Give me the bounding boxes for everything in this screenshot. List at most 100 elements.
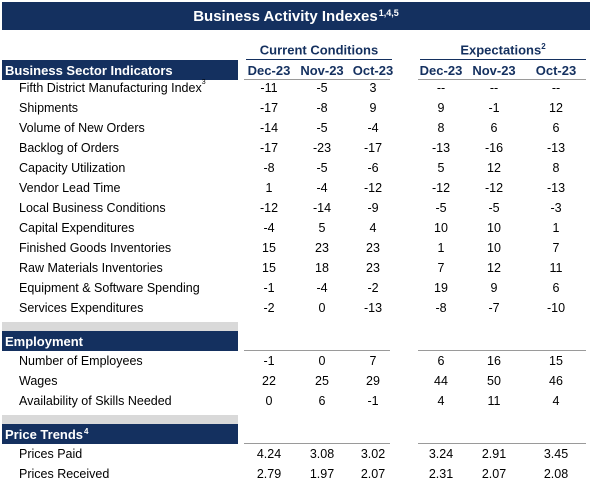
table-cell: -17 [363,141,383,155]
table-row: Equipment & Software Spending -1 -4 -2 19 9 6 [0,279,592,299]
row-label: Vendor Lead Time [19,181,120,195]
table-row: Availability of Skills Needed 0 6 -1 4 11 4 [0,392,592,412]
table-row: Capacity Utilization -8 -5 -6 5 12 8 [0,159,592,179]
row-label: Availability of Skills Needed [19,394,172,408]
expectations-label: Expectations [460,42,542,58]
table-cell: -4 [316,181,328,195]
table-row: Volume of New Orders -14 -5 -4 8 6 6 [0,119,592,139]
table-title-note: 1,4,5 [378,8,399,18]
table-cell: 6 [490,121,498,135]
row-label-text: Vendor Lead Time [19,181,121,195]
table-cell: 46 [549,374,563,388]
table-cell: -5 [316,81,328,95]
row-label-text: Finished Goods Inventories [19,241,172,255]
row-label-text: Equipment & Software Spending [19,281,200,295]
table-cell: 1 [552,221,560,235]
table-cell: 2.07 [481,467,507,481]
expectations-note: 2 [541,42,546,51]
table-cell: 19 [434,281,448,295]
table-cell: 6 [437,354,445,368]
table-cell: 10 [434,221,448,235]
table-cell: -12 [431,181,451,195]
row-label: Wages [19,374,57,388]
table-cell: -11 [260,81,278,95]
table-cell: -14 [312,201,332,215]
table-cell: 23 [366,241,380,255]
table-row: Number of Employees -1 0 7 6 16 15 [0,352,592,372]
column-header: Oct-23 [352,63,394,78]
table-cell: 0 [265,394,273,408]
section-header: Employment [2,331,238,351]
table-cell: -2 [367,281,379,295]
table-cell: -13 [431,141,451,155]
table-cell: 12 [487,161,501,175]
row-label-text: Prices Received [19,467,110,481]
section-gap [2,415,238,424]
row-label: Fifth District Manufacturing Index3 [19,78,206,95]
table-row: Finished Goods Inventories 15 23 23 1 10 7 [0,239,592,259]
table-cell: 29 [366,374,380,388]
table-cell: 2.07 [360,467,386,481]
table-cell: -17 [259,141,279,155]
table-row: Backlog of Orders -17 -23 -17 -13 -16 -13 [0,139,592,159]
table-cell: -4 [367,121,379,135]
table-cell: 44 [434,374,448,388]
table-cell: 15 [262,241,276,255]
table-cell: 6 [552,121,560,135]
table-cell: 15 [549,354,563,368]
row-label: Shipments [19,101,78,115]
table-row: Prices Paid 4.24 3.08 3.02 3.24 2.91 3.45 [0,445,592,465]
table-cell: -3 [550,201,562,215]
column-header: Dec-23 [247,63,291,78]
table-cell: -23 [312,141,332,155]
table-cell: -13 [546,181,566,195]
table-cell: -13 [363,301,383,315]
table-cell: 9 [369,101,377,115]
table-cell: 10 [487,241,501,255]
table-cell: -4 [263,221,275,235]
row-label: Volume of New Orders [19,121,145,135]
table-cell: 2.79 [256,467,282,481]
table-cell: -1 [263,281,275,295]
section-rule [418,350,586,351]
table-cell: 4 [369,221,377,235]
section-rule [244,443,390,444]
table-cell: -5 [488,201,500,215]
table-cell: -12 [363,181,383,195]
section-header: Price Trends 4 [2,424,238,444]
table-row: Vendor Lead Time 1 -4 -12 -12 -12 -13 [0,179,592,199]
table-cell: -4 [316,281,328,295]
table-cell: 7 [552,241,560,255]
row-label: Finished Goods Inventories [19,241,171,255]
table-cell: 11 [549,261,563,275]
row-label: Capacity Utilization [19,161,125,175]
table-cell: -7 [488,301,500,315]
table-cell: -14 [259,121,279,135]
expectations-header: Expectations2 [420,42,586,57]
table-cell: -17 [259,101,279,115]
row-label: Capital Expenditures [19,221,134,235]
table-cell: 8 [552,161,560,175]
table-row: Wages 22 25 29 44 50 46 [0,372,592,392]
table-cell: 6 [552,281,560,295]
table-cell: -16 [484,141,504,155]
row-label: Prices Received [19,467,109,481]
table-row: Capital Expenditures -4 5 4 10 10 1 [0,219,592,239]
section-rule [418,443,586,444]
column-header: Oct-23 [535,63,577,78]
section-rule [244,79,390,80]
table-cell: -2 [263,301,275,315]
row-label-text: Fifth District Manufacturing Index [19,81,202,95]
table-title: Business Activity Indexes 1,4,5 [2,2,590,30]
table-cell: -9 [367,201,379,215]
table-cell: 18 [315,261,329,275]
row-label-text: Availability of Skills Needed [19,394,172,408]
table-cell: 23 [366,261,380,275]
row-label: Backlog of Orders [19,141,119,155]
table-cell: -- [436,81,446,95]
table-cell: -1 [488,101,500,115]
row-label-note: 3 [201,78,206,86]
table-row: Fifth District Manufacturing Index3 -11 -5… [0,79,592,99]
table-cell: 25 [315,374,329,388]
column-header: Nov-23 [472,63,516,78]
